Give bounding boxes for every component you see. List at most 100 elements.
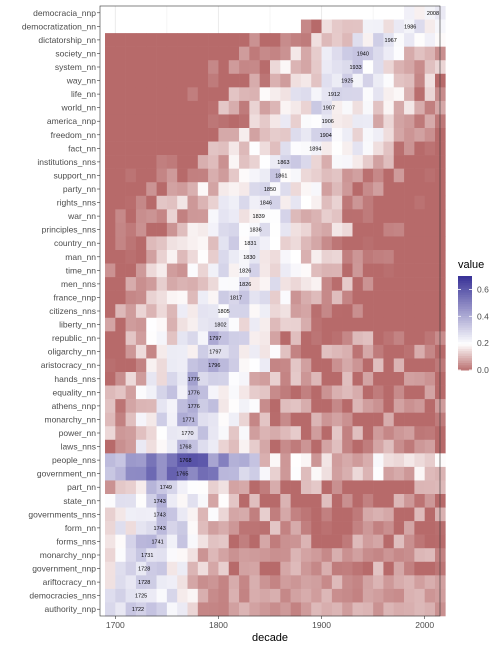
heatmap-cell <box>321 575 333 590</box>
heatmap-cell <box>300 195 312 210</box>
heatmap-cell <box>228 290 240 305</box>
heatmap-cell <box>290 426 302 441</box>
heatmap-cell <box>105 344 116 359</box>
heatmap-cell <box>270 46 281 61</box>
heatmap-cell <box>146 141 157 156</box>
heatmap-cell <box>311 358 322 373</box>
heatmap-cell <box>208 575 219 590</box>
row-label: governments_nns <box>28 509 96 519</box>
heatmap-cell <box>435 575 446 590</box>
heatmap-cell <box>177 60 188 75</box>
heatmap-cell <box>383 426 395 441</box>
year-label: 1743 <box>154 512 166 518</box>
heatmap-cell <box>342 46 353 61</box>
heatmap-cell <box>135 209 147 224</box>
heatmap-cell <box>414 33 425 47</box>
heatmap-cell <box>342 195 353 210</box>
heatmap-cell <box>125 426 137 441</box>
heatmap-cell <box>414 304 425 319</box>
heatmap-cell <box>321 561 333 576</box>
heatmap-cell <box>187 263 199 278</box>
heatmap-cell <box>404 331 415 346</box>
heatmap-cell <box>115 46 126 61</box>
heatmap-cell <box>290 209 302 224</box>
heatmap-cell <box>166 575 178 590</box>
heatmap-cell <box>342 399 353 413</box>
heatmap-cell <box>125 480 137 495</box>
heatmap-cell <box>208 33 219 47</box>
heatmap-cell <box>404 263 415 278</box>
heatmap-cell <box>177 466 188 481</box>
heatmap-cell <box>300 412 312 427</box>
heatmap-cell <box>300 19 312 34</box>
year-label: 1731 <box>141 553 153 559</box>
heatmap-cell <box>362 317 374 332</box>
heatmap-cell <box>435 182 446 197</box>
heatmap-cell <box>135 304 147 319</box>
heatmap-cell <box>228 358 240 373</box>
heatmap-cell <box>300 73 312 88</box>
heatmap-cell <box>146 466 157 481</box>
heatmap-cell <box>218 236 230 251</box>
heatmap-cell <box>280 155 291 169</box>
heatmap-cell <box>404 141 415 156</box>
legend-gradient-step <box>458 278 472 282</box>
heatmap-cell <box>166 33 178 47</box>
heatmap-cell <box>331 290 343 305</box>
heatmap-cell <box>166 412 178 427</box>
heatmap-cell <box>125 521 137 535</box>
heatmap-cell <box>115 331 126 346</box>
heatmap-cell <box>290 304 302 319</box>
heatmap-cell <box>166 304 178 319</box>
heatmap-cell <box>249 534 260 549</box>
heatmap-cell <box>166 331 178 346</box>
heatmap-cell <box>311 277 322 291</box>
row-label: dictatorship_nn <box>38 35 96 45</box>
legend-gradient-step <box>458 308 472 312</box>
heatmap-cell <box>280 222 291 237</box>
heatmap-cell <box>115 128 126 142</box>
heatmap-cell <box>177 168 188 183</box>
heatmap-cell <box>373 182 384 197</box>
heatmap-cell <box>239 385 250 400</box>
heatmap-cell <box>373 385 384 400</box>
heatmap-cell <box>105 588 116 603</box>
legend-gradient-step <box>458 313 472 317</box>
heatmap-cell <box>146 372 157 386</box>
heatmap-cell <box>311 263 322 278</box>
heatmap-cell <box>239 480 250 495</box>
heatmap-cell <box>300 534 312 549</box>
heatmap-cell <box>383 60 395 75</box>
heatmap-cell <box>146 602 157 617</box>
heatmap-cell <box>270 100 281 115</box>
heatmap-cell <box>373 155 384 169</box>
heatmap-cell <box>331 317 343 332</box>
heatmap-cell <box>300 466 312 481</box>
heatmap-cell <box>424 195 436 210</box>
heatmap-cell <box>125 33 137 47</box>
heatmap-cell <box>125 602 137 617</box>
heatmap-cell <box>383 588 395 603</box>
heatmap-cell <box>125 588 137 603</box>
heatmap-cell <box>177 46 188 61</box>
heatmap-cell <box>404 588 415 603</box>
heatmap-cell <box>135 46 147 61</box>
heatmap-cell <box>414 602 425 617</box>
heatmap-cell <box>300 46 312 61</box>
heatmap-cell <box>424 602 436 617</box>
heatmap-cell <box>259 453 271 468</box>
heatmap-cell <box>321 290 333 305</box>
heatmap-cell <box>218 141 230 156</box>
heatmap-cell <box>373 222 384 237</box>
row-label: government_nn <box>37 469 96 479</box>
heatmap-cell <box>177 439 188 454</box>
panel-border <box>99 5 441 617</box>
heatmap-cell <box>187 521 199 535</box>
heatmap-cell <box>383 19 395 34</box>
row-label: democracia_nnp <box>33 8 96 18</box>
heatmap-cell <box>362 168 374 183</box>
heatmap-cell <box>197 344 209 359</box>
heatmap-cell <box>362 209 374 224</box>
heatmap-cell <box>105 534 116 549</box>
heatmap-cell <box>280 412 291 427</box>
